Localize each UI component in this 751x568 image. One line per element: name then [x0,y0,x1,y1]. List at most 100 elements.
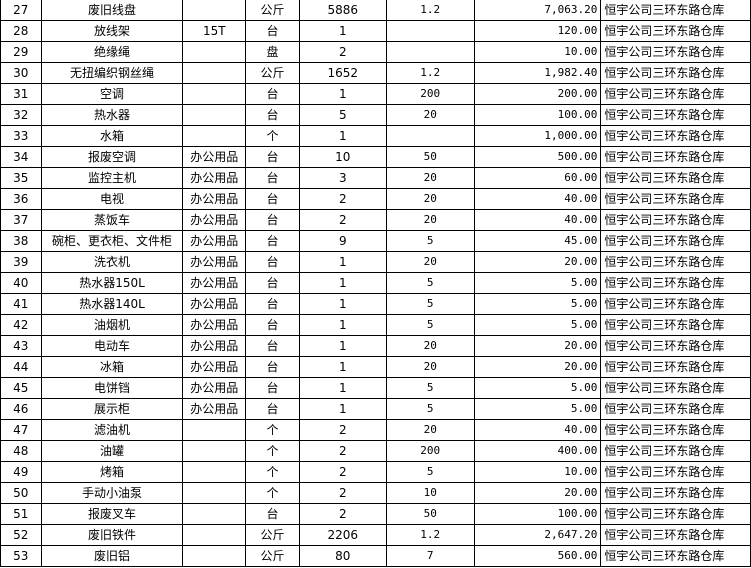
quantity-cell[interactable]: 1 [298,20,387,42]
unit-price-cell[interactable]: 5 [385,272,475,294]
spec-cell[interactable] [182,62,247,84]
quantity-cell[interactable]: 1 [298,83,387,105]
unit-cell[interactable]: 个 [245,482,300,504]
location-cell[interactable]: 恒宇公司三环东路仓库 [600,0,751,21]
unit-price-cell[interactable]: 5 [385,398,475,420]
item-name-cell[interactable]: 展示柜 [40,398,184,420]
item-name-cell[interactable]: 空调 [40,83,184,105]
location-cell[interactable]: 恒宇公司三环东路仓库 [600,440,751,462]
spec-cell[interactable]: 办公用品 [182,272,247,294]
row-number-cell[interactable]: 53 [0,545,42,567]
row-number-cell[interactable]: 48 [0,440,42,462]
quantity-cell[interactable]: 5886 [298,0,387,21]
location-cell[interactable]: 恒宇公司三环东路仓库 [600,503,751,525]
row-number-cell[interactable]: 34 [0,146,42,168]
unit-cell[interactable]: 台 [245,230,300,252]
unit-price-cell[interactable]: 1.2 [385,524,475,546]
amount-cell[interactable]: 200.00 [473,83,602,105]
amount-cell[interactable]: 1,982.40 [473,62,602,84]
spec-cell[interactable]: 办公用品 [182,293,247,315]
quantity-cell[interactable]: 1 [298,356,387,378]
location-cell[interactable]: 恒宇公司三环东路仓库 [600,524,751,546]
item-name-cell[interactable]: 滤油机 [40,419,184,441]
row-number-cell[interactable]: 36 [0,188,42,210]
amount-cell[interactable]: 5.00 [473,398,602,420]
item-name-cell[interactable]: 手动小油泵 [40,482,184,504]
row-number-cell[interactable]: 41 [0,293,42,315]
spec-cell[interactable] [182,41,247,63]
row-number-cell[interactable]: 38 [0,230,42,252]
unit-cell[interactable]: 台 [245,251,300,273]
quantity-cell[interactable]: 1 [298,272,387,294]
location-cell[interactable]: 恒宇公司三环东路仓库 [600,293,751,315]
amount-cell[interactable]: 100.00 [473,503,602,525]
location-cell[interactable]: 恒宇公司三环东路仓库 [600,230,751,252]
amount-cell[interactable]: 5.00 [473,272,602,294]
spec-cell[interactable]: 办公用品 [182,188,247,210]
item-name-cell[interactable]: 热水器 [40,104,184,126]
unit-cell[interactable]: 台 [245,209,300,231]
row-number-cell[interactable]: 45 [0,377,42,399]
location-cell[interactable]: 恒宇公司三环东路仓库 [600,272,751,294]
quantity-cell[interactable]: 3 [298,167,387,189]
location-cell[interactable]: 恒宇公司三环东路仓库 [600,146,751,168]
amount-cell[interactable]: 5.00 [473,377,602,399]
row-number-cell[interactable]: 35 [0,167,42,189]
item-name-cell[interactable]: 油罐 [40,440,184,462]
row-number-cell[interactable]: 50 [0,482,42,504]
unit-price-cell[interactable]: 20 [385,209,475,231]
quantity-cell[interactable]: 1 [298,398,387,420]
spec-cell[interactable] [182,482,247,504]
quantity-cell[interactable]: 1 [298,335,387,357]
unit-price-cell[interactable]: 20 [385,356,475,378]
unit-price-cell[interactable]: 5 [385,377,475,399]
item-name-cell[interactable]: 水箱 [40,125,184,147]
quantity-cell[interactable]: 1 [298,251,387,273]
spec-cell[interactable]: 办公用品 [182,146,247,168]
row-number-cell[interactable]: 28 [0,20,42,42]
item-name-cell[interactable]: 蒸饭车 [40,209,184,231]
unit-price-cell[interactable]: 1.2 [385,62,475,84]
unit-price-cell[interactable]: 20 [385,167,475,189]
item-name-cell[interactable]: 烤箱 [40,461,184,483]
unit-price-cell[interactable]: 200 [385,83,475,105]
quantity-cell[interactable]: 1 [298,125,387,147]
quantity-cell[interactable]: 1 [298,314,387,336]
spec-cell[interactable]: 办公用品 [182,398,247,420]
spec-cell[interactable]: 办公用品 [182,251,247,273]
item-name-cell[interactable]: 无扭编织钢丝绳 [40,62,184,84]
amount-cell[interactable]: 40.00 [473,209,602,231]
unit-price-cell[interactable]: 20 [385,251,475,273]
location-cell[interactable]: 恒宇公司三环东路仓库 [600,482,751,504]
location-cell[interactable]: 恒宇公司三环东路仓库 [600,314,751,336]
unit-cell[interactable]: 台 [245,146,300,168]
amount-cell[interactable]: 60.00 [473,167,602,189]
quantity-cell[interactable]: 2 [298,461,387,483]
unit-price-cell[interactable]: 20 [385,104,475,126]
amount-cell[interactable]: 40.00 [473,419,602,441]
amount-cell[interactable]: 560.00 [473,545,602,567]
location-cell[interactable]: 恒宇公司三环东路仓库 [600,377,751,399]
unit-cell[interactable]: 盘 [245,41,300,63]
item-name-cell[interactable]: 报废叉车 [40,503,184,525]
unit-cell[interactable]: 公斤 [245,0,300,21]
unit-cell[interactable]: 台 [245,335,300,357]
unit-price-cell[interactable] [385,20,475,42]
quantity-cell[interactable]: 2 [298,419,387,441]
location-cell[interactable]: 恒宇公司三环东路仓库 [600,104,751,126]
row-number-cell[interactable]: 51 [0,503,42,525]
unit-price-cell[interactable]: 50 [385,503,475,525]
spec-cell[interactable]: 办公用品 [182,377,247,399]
row-number-cell[interactable]: 32 [0,104,42,126]
unit-cell[interactable]: 台 [245,293,300,315]
amount-cell[interactable]: 10.00 [473,41,602,63]
unit-price-cell[interactable]: 5 [385,230,475,252]
unit-cell[interactable]: 台 [245,314,300,336]
quantity-cell[interactable]: 80 [298,545,387,567]
unit-cell[interactable]: 台 [245,188,300,210]
row-number-cell[interactable]: 27 [0,0,42,21]
amount-cell[interactable]: 400.00 [473,440,602,462]
item-name-cell[interactable]: 电饼铛 [40,377,184,399]
row-number-cell[interactable]: 37 [0,209,42,231]
item-name-cell[interactable]: 洗衣机 [40,251,184,273]
